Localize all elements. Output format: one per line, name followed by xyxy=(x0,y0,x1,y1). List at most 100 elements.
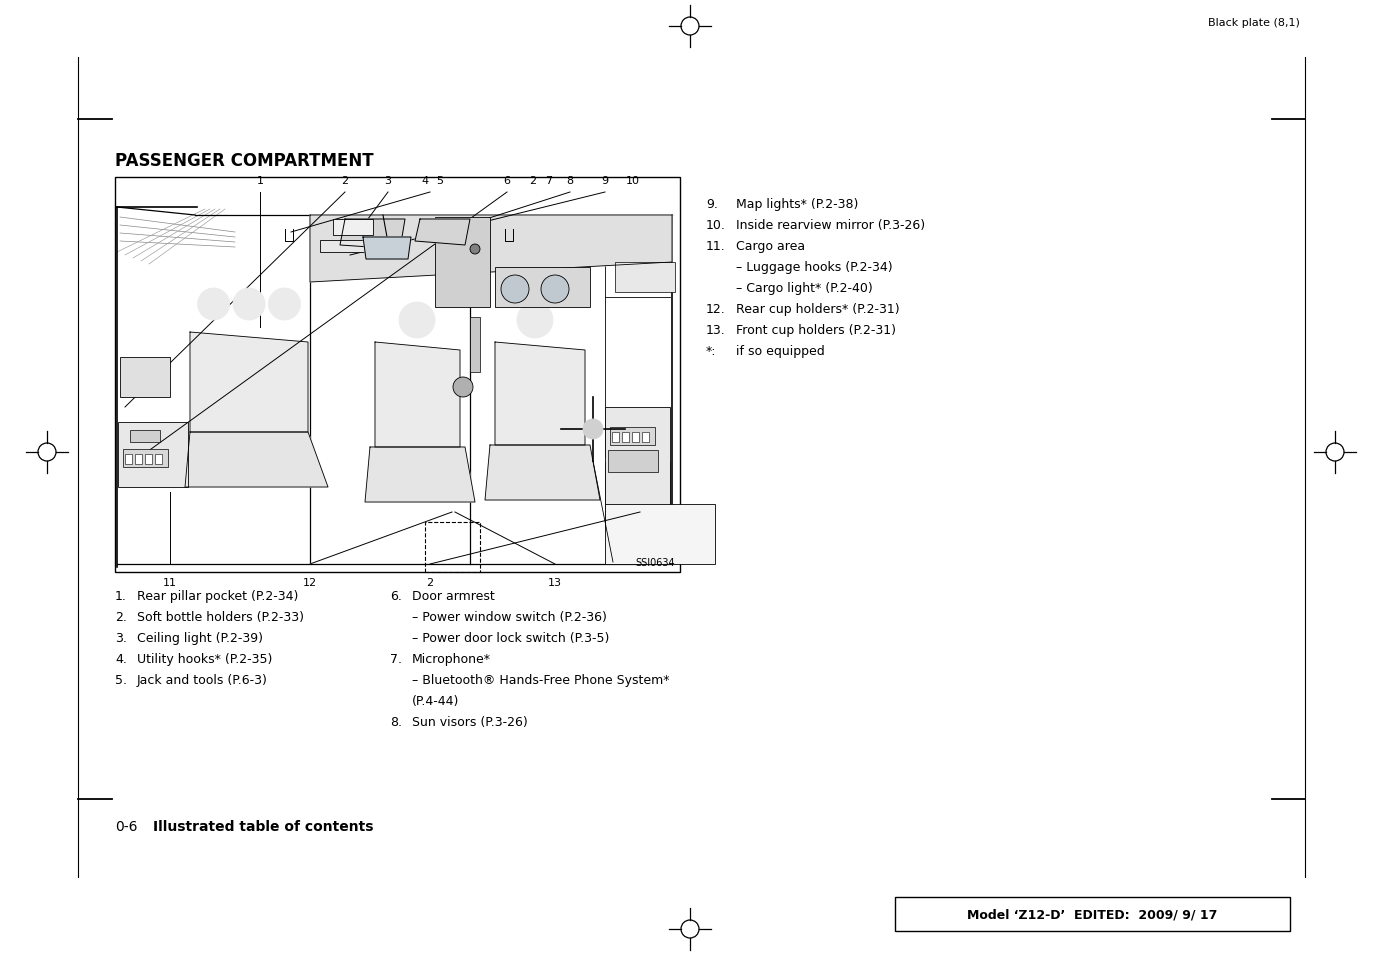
Text: 3: 3 xyxy=(384,175,391,186)
Text: Ceiling light (P.2-39): Ceiling light (P.2-39) xyxy=(137,631,262,644)
Text: 1: 1 xyxy=(257,175,264,186)
Text: – Power door lock switch (P.3-5): – Power door lock switch (P.3-5) xyxy=(412,631,609,644)
Text: 11: 11 xyxy=(163,578,177,587)
Bar xyxy=(333,220,373,235)
Polygon shape xyxy=(191,333,308,433)
Polygon shape xyxy=(365,448,475,502)
Bar xyxy=(470,317,481,373)
Text: 4.: 4. xyxy=(115,652,127,665)
Text: 8.: 8. xyxy=(389,716,402,728)
Polygon shape xyxy=(309,215,673,283)
Circle shape xyxy=(268,289,301,320)
Text: 6: 6 xyxy=(504,175,511,186)
Bar xyxy=(642,433,649,442)
Text: Sun visors (P.3-26): Sun visors (P.3-26) xyxy=(412,716,528,728)
Bar xyxy=(130,431,160,442)
Text: *:: *: xyxy=(706,345,717,357)
Bar xyxy=(605,462,670,513)
Text: Black plate (8,1): Black plate (8,1) xyxy=(1208,18,1300,28)
Text: 5.: 5. xyxy=(115,673,127,686)
Bar xyxy=(615,263,675,293)
Text: 12: 12 xyxy=(302,578,318,587)
Bar xyxy=(155,455,162,464)
Polygon shape xyxy=(376,343,460,448)
Text: 7: 7 xyxy=(545,175,552,186)
Text: – Cargo light* (P.2-40): – Cargo light* (P.2-40) xyxy=(736,282,873,294)
Text: Jack and tools (P.6-3): Jack and tools (P.6-3) xyxy=(137,673,268,686)
Polygon shape xyxy=(494,343,586,446)
Circle shape xyxy=(453,377,474,397)
Text: Rear cup holders* (P.2-31): Rear cup holders* (P.2-31) xyxy=(736,303,899,315)
Text: Utility hooks* (P.2-35): Utility hooks* (P.2-35) xyxy=(137,652,272,665)
Circle shape xyxy=(233,289,265,320)
Text: 8: 8 xyxy=(566,175,573,186)
Circle shape xyxy=(501,275,529,304)
Bar xyxy=(605,504,715,564)
Bar xyxy=(610,428,655,446)
Text: SSI0634: SSI0634 xyxy=(635,558,675,567)
Circle shape xyxy=(583,419,603,439)
Text: 7.: 7. xyxy=(389,652,402,665)
Text: 12.: 12. xyxy=(706,303,726,315)
Text: Cargo area: Cargo area xyxy=(736,240,805,253)
Bar xyxy=(117,422,188,488)
Circle shape xyxy=(516,303,552,338)
Text: (P.4-44): (P.4-44) xyxy=(412,695,460,707)
Text: 9.: 9. xyxy=(706,198,718,211)
Text: 13: 13 xyxy=(548,578,562,587)
Bar xyxy=(895,897,1290,931)
Bar xyxy=(145,455,152,464)
Bar xyxy=(425,522,481,573)
Polygon shape xyxy=(185,433,329,488)
Text: 11.: 11. xyxy=(706,240,726,253)
Bar xyxy=(123,450,168,468)
Bar xyxy=(135,455,142,464)
Text: 4: 4 xyxy=(421,175,428,186)
Text: 10: 10 xyxy=(626,175,639,186)
Bar xyxy=(494,268,590,308)
Text: Soft bottle holders (P.2-33): Soft bottle holders (P.2-33) xyxy=(137,610,304,623)
Bar xyxy=(632,433,639,442)
Text: 2: 2 xyxy=(427,578,434,587)
Bar xyxy=(126,455,133,464)
Text: Front cup holders (P.2-31): Front cup holders (P.2-31) xyxy=(736,324,896,336)
Text: 2: 2 xyxy=(529,175,537,186)
Text: Map lights* (P.2-38): Map lights* (P.2-38) xyxy=(736,198,859,211)
Text: Door armrest: Door armrest xyxy=(412,589,494,602)
Bar xyxy=(621,433,628,442)
Polygon shape xyxy=(485,446,599,500)
Text: 0-6: 0-6 xyxy=(115,820,138,833)
Text: Illustrated table of contents: Illustrated table of contents xyxy=(153,820,373,833)
Text: 6.: 6. xyxy=(389,589,402,602)
Text: – Bluetooth® Hands-Free Phone System*: – Bluetooth® Hands-Free Phone System* xyxy=(412,673,670,686)
Circle shape xyxy=(197,289,229,320)
Bar xyxy=(115,178,679,573)
Polygon shape xyxy=(416,220,470,246)
Text: – Power window switch (P.2-36): – Power window switch (P.2-36) xyxy=(412,610,606,623)
Text: 1.: 1. xyxy=(115,589,127,602)
Text: 2: 2 xyxy=(341,175,348,186)
Text: 3.: 3. xyxy=(115,631,127,644)
Bar xyxy=(435,218,490,308)
Text: 2.: 2. xyxy=(115,610,127,623)
Bar xyxy=(605,408,670,527)
Text: Rear pillar pocket (P.2-34): Rear pillar pocket (P.2-34) xyxy=(137,589,298,602)
Text: Inside rearview mirror (P.3-26): Inside rearview mirror (P.3-26) xyxy=(736,219,925,232)
Circle shape xyxy=(470,245,481,254)
Text: Model ‘Z12-D’  EDITED:  2009/ 9/ 17: Model ‘Z12-D’ EDITED: 2009/ 9/ 17 xyxy=(967,907,1218,921)
Text: – Luggage hooks (P.2-34): – Luggage hooks (P.2-34) xyxy=(736,261,892,274)
Text: 9: 9 xyxy=(602,175,609,186)
Circle shape xyxy=(541,275,569,304)
Text: 13.: 13. xyxy=(706,324,726,336)
Bar xyxy=(608,451,657,473)
Text: 5: 5 xyxy=(436,175,443,186)
Text: Microphone*: Microphone* xyxy=(412,652,492,665)
Text: if so equipped: if so equipped xyxy=(736,345,824,357)
Text: 10.: 10. xyxy=(706,219,726,232)
Bar xyxy=(612,433,619,442)
Bar xyxy=(320,241,385,253)
Polygon shape xyxy=(340,220,405,250)
Polygon shape xyxy=(363,237,412,260)
Text: PASSENGER COMPARTMENT: PASSENGER COMPARTMENT xyxy=(115,152,374,170)
Bar xyxy=(120,357,170,397)
